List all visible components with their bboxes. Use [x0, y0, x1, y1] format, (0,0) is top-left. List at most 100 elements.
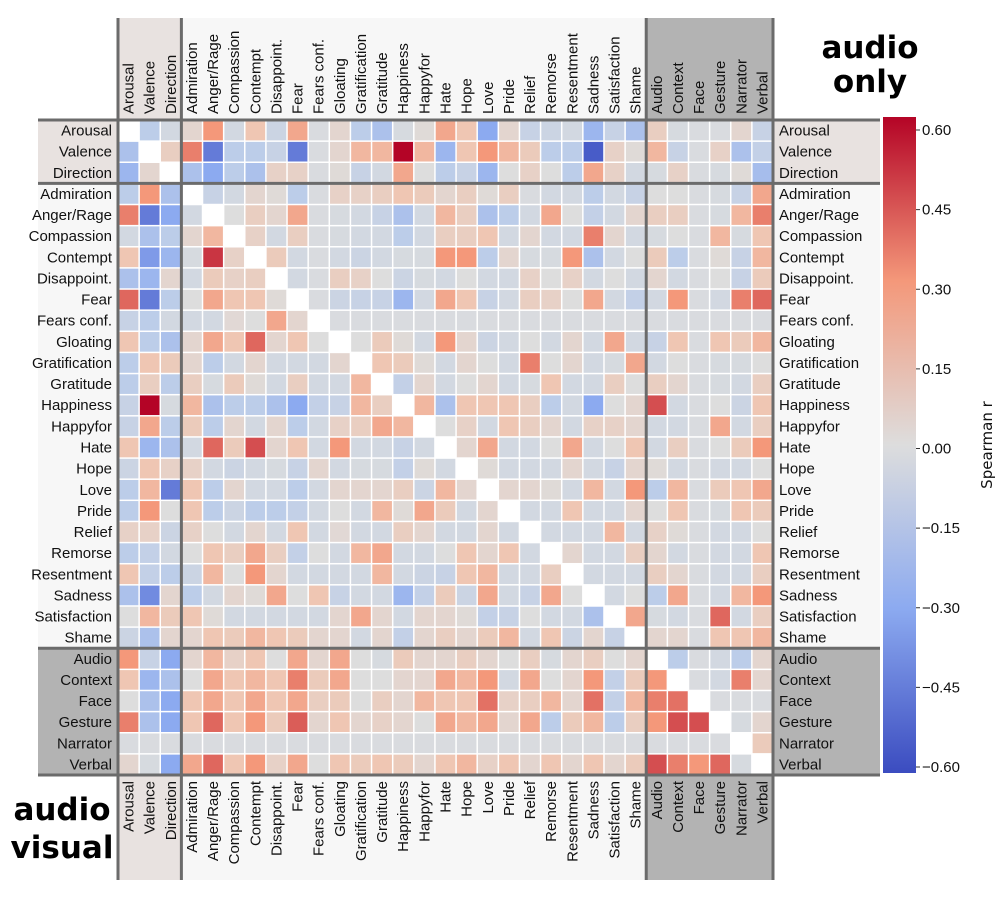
- heatmap-cell: [520, 353, 540, 373]
- row-label-left: Hope: [76, 461, 112, 478]
- heatmap-cell: [499, 268, 519, 289]
- heatmap-cell: [646, 712, 667, 732]
- heatmap-cell: [520, 247, 540, 268]
- heatmap-cell: [266, 522, 287, 542]
- colorbar: [883, 117, 916, 773]
- heatmap-cell: [161, 184, 181, 204]
- col-label-top: Sadness: [585, 56, 602, 114]
- col-label-top: Disappoint.: [268, 39, 285, 114]
- heatmap-cell: [689, 479, 709, 500]
- heatmap-cell: [583, 754, 604, 775]
- heatmap-cell: [456, 543, 477, 563]
- heatmap-cell: [414, 120, 435, 141]
- row-label-right: Gratification: [779, 355, 859, 372]
- heatmap-cell: [752, 479, 773, 500]
- heatmap-cell: [562, 353, 583, 373]
- heatmap-cell: [287, 712, 308, 732]
- heatmap-cell: [203, 501, 223, 521]
- heatmap-cell: [752, 395, 773, 416]
- heatmap-cell: [668, 501, 688, 521]
- heatmap-cell: [752, 606, 773, 627]
- heatmap-cell: [224, 289, 245, 310]
- col-label-bottom: Gratification: [353, 781, 370, 861]
- heatmap-cell: [731, 205, 752, 225]
- heatmap-cell: [520, 458, 540, 479]
- heatmap-cell: [308, 120, 329, 141]
- heatmap-cell: [520, 416, 540, 437]
- col-label-bottom: Verbal: [754, 781, 771, 824]
- heatmap-cell: [308, 268, 329, 289]
- heatmap-cell: [625, 268, 646, 289]
- heatmap-cell: [393, 437, 414, 458]
- heatmap-cell: [287, 501, 308, 521]
- heatmap-cell: [731, 627, 752, 648]
- heatmap-cell: [562, 268, 583, 289]
- heatmap-cell: [435, 564, 456, 585]
- heatmap-cell: [477, 606, 498, 627]
- heatmap-cell: [499, 205, 519, 225]
- heatmap-cell: [182, 163, 202, 183]
- heatmap-cell: [499, 416, 519, 437]
- heatmap-cell: [330, 437, 350, 458]
- top-band-dimensions: [118, 18, 182, 120]
- heatmap-cell: [266, 648, 287, 669]
- heatmap-cell: [689, 163, 709, 183]
- heatmap-cell: [689, 353, 709, 373]
- heatmap-cell: [308, 522, 329, 542]
- left-band-dimensions: [38, 120, 118, 184]
- heatmap-cell: [625, 416, 646, 437]
- heatmap-cell: [266, 606, 287, 627]
- heatmap-cell: [372, 458, 392, 479]
- heatmap-cell: [541, 163, 561, 183]
- heatmap-cell: [604, 564, 625, 585]
- heatmap-cell: [583, 606, 604, 627]
- heatmap-cell: [224, 670, 245, 690]
- heatmap-cell: [689, 585, 709, 606]
- heatmap-cell: [456, 712, 477, 732]
- heatmap-cell: [139, 374, 160, 394]
- heatmap-cell: [710, 120, 730, 141]
- row-label-right: Hate: [779, 440, 811, 457]
- heatmap-cell: [583, 416, 604, 437]
- heatmap-cell: [435, 226, 456, 247]
- heatmap-cell: [245, 184, 266, 204]
- heatmap-cell: [414, 163, 435, 183]
- heatmap-cell: [139, 585, 160, 606]
- heatmap-cell: [351, 184, 371, 204]
- heatmap-cell: [161, 712, 181, 732]
- heatmap-cell: [668, 754, 688, 775]
- heatmap-cell: [731, 332, 752, 352]
- heatmap-cells: [118, 120, 773, 775]
- heatmap-cell: [245, 458, 266, 479]
- heatmap-cell: [372, 627, 392, 648]
- heatmap-cell: [752, 163, 773, 183]
- heatmap-cell: [139, 733, 160, 754]
- heatmap-cell: [752, 247, 773, 268]
- row-label-left: Context: [60, 672, 113, 689]
- heatmap-cell: [435, 395, 456, 416]
- heatmap-cell: [161, 268, 181, 289]
- col-label-top: Love: [480, 81, 497, 114]
- heatmap-cell: [118, 332, 139, 352]
- heatmap-cell: [583, 226, 604, 247]
- heatmap-cell: [224, 479, 245, 500]
- col-label-top: Gratification: [353, 34, 370, 114]
- heatmap-cell: [414, 184, 435, 204]
- heatmap-cell: [372, 437, 392, 458]
- heatmap-cell: [731, 353, 752, 373]
- heatmap-cell: [604, 120, 625, 141]
- heatmap-cell: [372, 268, 392, 289]
- heatmap-cell: [203, 670, 223, 690]
- heatmap-cell: [330, 205, 350, 225]
- heatmap-cell: [668, 226, 688, 247]
- heatmap-cell: [372, 522, 392, 542]
- heatmap-cell: [182, 543, 202, 563]
- heatmap-cell: [562, 458, 583, 479]
- heatmap-cell: [245, 564, 266, 585]
- heatmap-cell: [203, 247, 223, 268]
- heatmap-cell: [203, 416, 223, 437]
- heatmap-cell: [224, 395, 245, 416]
- heatmap-cell: [520, 733, 540, 754]
- heatmap-cell: [668, 310, 688, 331]
- heatmap-cell: [562, 606, 583, 627]
